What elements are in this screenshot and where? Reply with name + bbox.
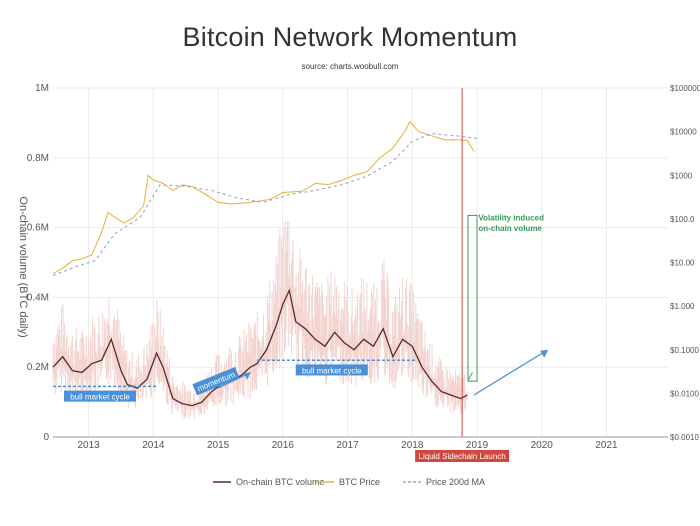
axes: 0 0.2M 0.4M 0.6M 0.8M 1M $0.0010 $0.0100 $0.1000… (27, 83, 700, 451)
x-tick-label: 2013 (77, 440, 100, 451)
x-tick-label: 2020 (531, 440, 554, 451)
legend-label: Price 200d MA (426, 477, 485, 487)
volatility-pointer (468, 372, 473, 380)
y-right-tick-label: $100000 (670, 84, 700, 93)
momentum-arrowhead (243, 372, 251, 380)
x-tick-label: 2019 (466, 440, 489, 451)
y-left-tick-label: 0 (43, 432, 49, 443)
y-right-tick-label: $10.00 (670, 259, 695, 268)
grid-lines (53, 87, 668, 438)
x-tick-label: 2015 (207, 440, 230, 451)
bull-cycle-1-box (64, 390, 137, 402)
y-right-tick-label: $100.0 (670, 215, 695, 224)
y-right-tick-label: $10000 (670, 128, 697, 137)
future-arrowhead (540, 349, 549, 358)
y-right-tick-label: $0.1000 (670, 346, 699, 355)
price-ma-line (52, 133, 478, 277)
chart-subtitle: source: charts.woobull.com (301, 62, 399, 71)
y-right-tick-label: $0.0010 (670, 433, 699, 442)
btc-price-line (52, 120, 475, 275)
volatility-label-line1: Volatility induced (478, 214, 544, 223)
x-tick-label: 2017 (336, 440, 359, 451)
momentum-box (192, 366, 240, 396)
bull-cycle-1-label: bull market cycle (70, 393, 130, 402)
bull-cycle-2-label: bull market cycle (302, 366, 362, 375)
series-lines (52, 120, 478, 407)
y-axis-label: On-chain volume (BTC daily) (17, 196, 29, 337)
x-tick-label: 2018 (401, 440, 424, 451)
volume-noise (52, 220, 468, 419)
x-tick-label: 2014 (142, 440, 165, 451)
volatility-box (467, 214, 478, 382)
y-right-tick-label: $1000 (670, 171, 693, 180)
liquid-launch-label: Liquid Sidechain Launch (419, 452, 506, 461)
legend: On-chain BTC volume BTC Price Price 200d M… (213, 477, 485, 487)
y-left-tick-label: 1M (35, 83, 49, 94)
future-arrow (473, 350, 546, 396)
bull-cycle-2-box (295, 364, 368, 376)
y-left-tick-label: 0.6M (27, 223, 49, 234)
volatility-label-line2: on-chain volume (478, 224, 542, 233)
y-left-tick-label: 0.4M (27, 292, 49, 303)
legend-label: BTC Price (339, 477, 380, 487)
y-right-tick-label: $1.000 (670, 302, 695, 311)
chart-title: Bitcoin Network Momentum (182, 22, 518, 52)
legend-label: On-chain BTC volume (236, 477, 325, 487)
liquid-launch-box (415, 450, 510, 462)
x-tick-label: 2021 (595, 440, 618, 451)
y-right-tick-label: $0.0100 (670, 389, 699, 398)
x-tick-label: 2016 (272, 440, 295, 451)
y-left-tick-label: 0.8M (27, 153, 49, 164)
y-left-tick-label: 0.2M (27, 362, 49, 373)
on-chain-volume-line (52, 288, 468, 407)
